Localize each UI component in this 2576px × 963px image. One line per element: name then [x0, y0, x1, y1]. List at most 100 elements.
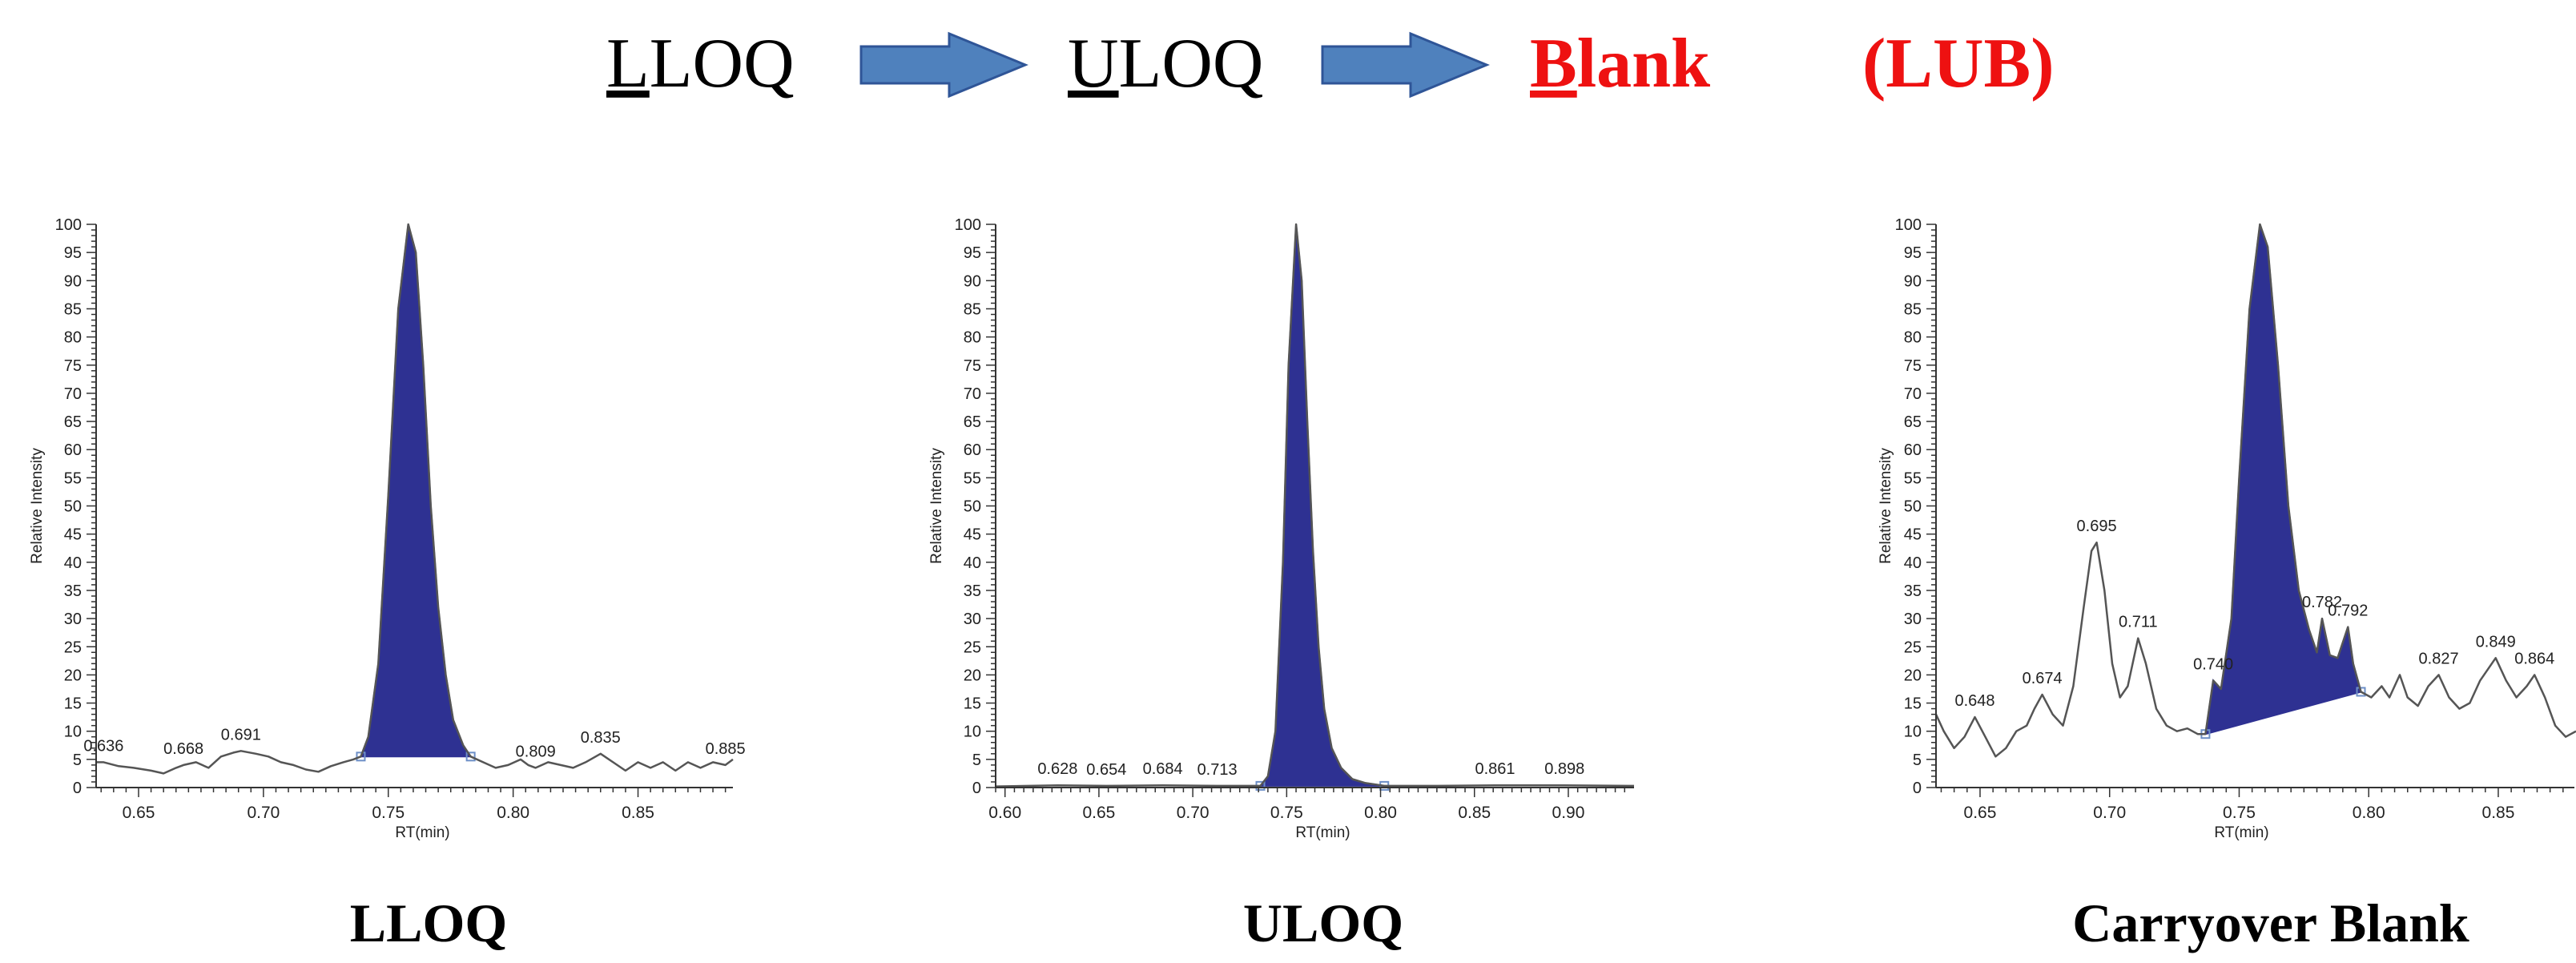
peak-rt-label: 0.654: [1086, 761, 1126, 779]
peak-rt-label: 0.695: [2077, 518, 2117, 535]
y-tick-label: 15: [64, 695, 82, 713]
y-tick-label: 0: [972, 780, 981, 797]
y-tick-label: 85: [64, 300, 82, 318]
y-tick-label: 75: [64, 357, 82, 375]
y-tick-label: 0: [1913, 780, 1922, 797]
y-tick-label: 20: [64, 667, 82, 684]
y-tick-label: 70: [1904, 385, 1922, 403]
x-tick-label: 0.85: [2482, 804, 2515, 822]
header-acronym: (LUB): [1862, 25, 2055, 103]
x-tick-label: 0.70: [2093, 804, 2126, 822]
peak-rt-label: 0.885: [706, 740, 746, 758]
y-tick-label: 85: [1904, 300, 1922, 318]
y-tick-label: 90: [64, 272, 82, 290]
x-tick-label: 0.65: [123, 804, 155, 822]
y-tick-label: 65: [1904, 413, 1922, 431]
chromatogram-panel-uloq: 0 5 10 15 20 25 30 35 40 45 50 55 60 65 70 75 80 85 90 95 10…: [928, 216, 1635, 953]
y-tick-label: 100: [955, 216, 981, 234]
y-tick-label: 5: [972, 751, 981, 769]
y-tick-label: 50: [64, 498, 82, 516]
y-tick-label: 0: [73, 780, 82, 797]
y-tick-label: 95: [64, 244, 82, 262]
y-tick-label: 35: [64, 582, 82, 600]
y-tick-label: 15: [964, 695, 981, 713]
peak-rt-label: 0.636: [83, 737, 123, 755]
x-tick-label: 0.85: [1458, 804, 1491, 822]
chromatogram-panel-carryover-blank: 0 5 10 15 20 25 30 35 40 45 50 55 60 65 70 75 80 85 90 95 10…: [1878, 216, 2576, 953]
y-tick-label: 70: [964, 385, 981, 403]
panel-caption: LLOQ: [350, 892, 508, 953]
x-tick-label: 0.60: [988, 804, 1021, 822]
y-tick-label: 100: [55, 216, 82, 234]
x-tick-label: 0.80: [497, 804, 529, 822]
panel-caption: Carryover Blank: [2072, 892, 2469, 953]
arrow-icon-2: [1321, 31, 1490, 99]
header-step-uloq: ULOQ: [1068, 25, 1263, 103]
peak-rt-label: 0.898: [1544, 760, 1584, 778]
y-tick-label: 5: [1913, 751, 1922, 769]
chromatogram-trace: [96, 223, 734, 775]
y-tick-label: 40: [1904, 554, 1922, 572]
header-step-blank-rest: lank: [1577, 25, 1710, 103]
header-step-blank-underlined-letter: B: [1530, 25, 1577, 103]
y-tick-label: 90: [1904, 272, 1922, 290]
peak-rt-label: 0.827: [2419, 650, 2459, 667]
x-tick-label: 0.70: [247, 804, 280, 822]
x-tick-label: 0.75: [2223, 804, 2256, 822]
y-tick-label: 90: [964, 272, 981, 290]
y-tick-label: 30: [1904, 610, 1922, 628]
x-tick-label: 0.90: [1552, 804, 1585, 822]
peak-rt-label: 0.835: [581, 729, 621, 747]
peak-rt-label: 0.864: [2514, 650, 2554, 667]
x-axis-label: RT(min): [1295, 824, 1350, 841]
y-tick-label: 70: [64, 385, 82, 403]
y-tick-label: 10: [964, 723, 981, 741]
peak-rt-label: 0.792: [2328, 602, 2368, 620]
y-tick-label: 75: [1904, 357, 1922, 375]
peak-rt-label: 0.684: [1143, 760, 1183, 778]
y-tick-label: 80: [964, 329, 981, 347]
x-axis-label: RT(min): [395, 824, 449, 841]
y-tick-label: 55: [1904, 469, 1922, 487]
peak-rt-label: 0.711: [2119, 614, 2158, 631]
y-tick-label: 55: [64, 469, 82, 487]
y-tick-label: 45: [964, 526, 981, 544]
y-tick-label: 60: [64, 441, 82, 459]
peak-rt-label: 0.628: [1037, 760, 1077, 778]
y-tick-label: 45: [1904, 526, 1922, 544]
y-tick-label: 5: [73, 751, 82, 769]
baseline-marker: [356, 751, 366, 762]
x-axis-label: RT(min): [2214, 824, 2268, 841]
header-step-lloq-underlined-letter: L: [606, 25, 650, 103]
y-tick-label: 40: [64, 554, 82, 572]
y-tick-label: 50: [1904, 498, 1922, 516]
y-tick-label: 30: [964, 610, 981, 628]
y-tick-label: 35: [1904, 582, 1922, 600]
x-tick-label: 0.65: [1082, 804, 1115, 822]
peak-rt-label: 0.674: [2023, 670, 2063, 687]
arrow-icon-1: [859, 31, 1028, 99]
header-step-blank: Blank: [1530, 25, 1710, 103]
baseline-marker: [465, 751, 476, 762]
chromatogram-trace: [1934, 223, 2576, 758]
header-step-lloq-rest: LOQ: [650, 25, 795, 103]
x-tick-label: 0.80: [2353, 804, 2385, 822]
header-step-lloq: LLOQ: [606, 25, 795, 103]
workflow-header: LLOQ ULOQ Blank (LUB): [606, 25, 2055, 103]
peak-rt-label: 0.809: [516, 743, 556, 760]
y-tick-label: 85: [964, 300, 981, 318]
y-tick-label: 80: [1904, 329, 1922, 347]
x-tick-label: 0.80: [1364, 804, 1397, 822]
peak-rt-label: 0.849: [2476, 633, 2516, 651]
y-tick-label: 25: [964, 639, 981, 656]
header-step-uloq-rest: LOQ: [1119, 25, 1264, 103]
peak-rt-label: 0.691: [221, 726, 261, 743]
y-tick-label: 60: [964, 441, 981, 459]
y-tick-label: 20: [1904, 667, 1922, 684]
y-tick-label: 20: [964, 667, 981, 684]
y-tick-label: 75: [964, 357, 981, 375]
x-tick-label: 0.70: [1177, 804, 1210, 822]
y-tick-label: 50: [964, 498, 981, 516]
y-tick-label: 95: [1904, 244, 1922, 262]
integrated-peak-area: [1258, 224, 1385, 787]
